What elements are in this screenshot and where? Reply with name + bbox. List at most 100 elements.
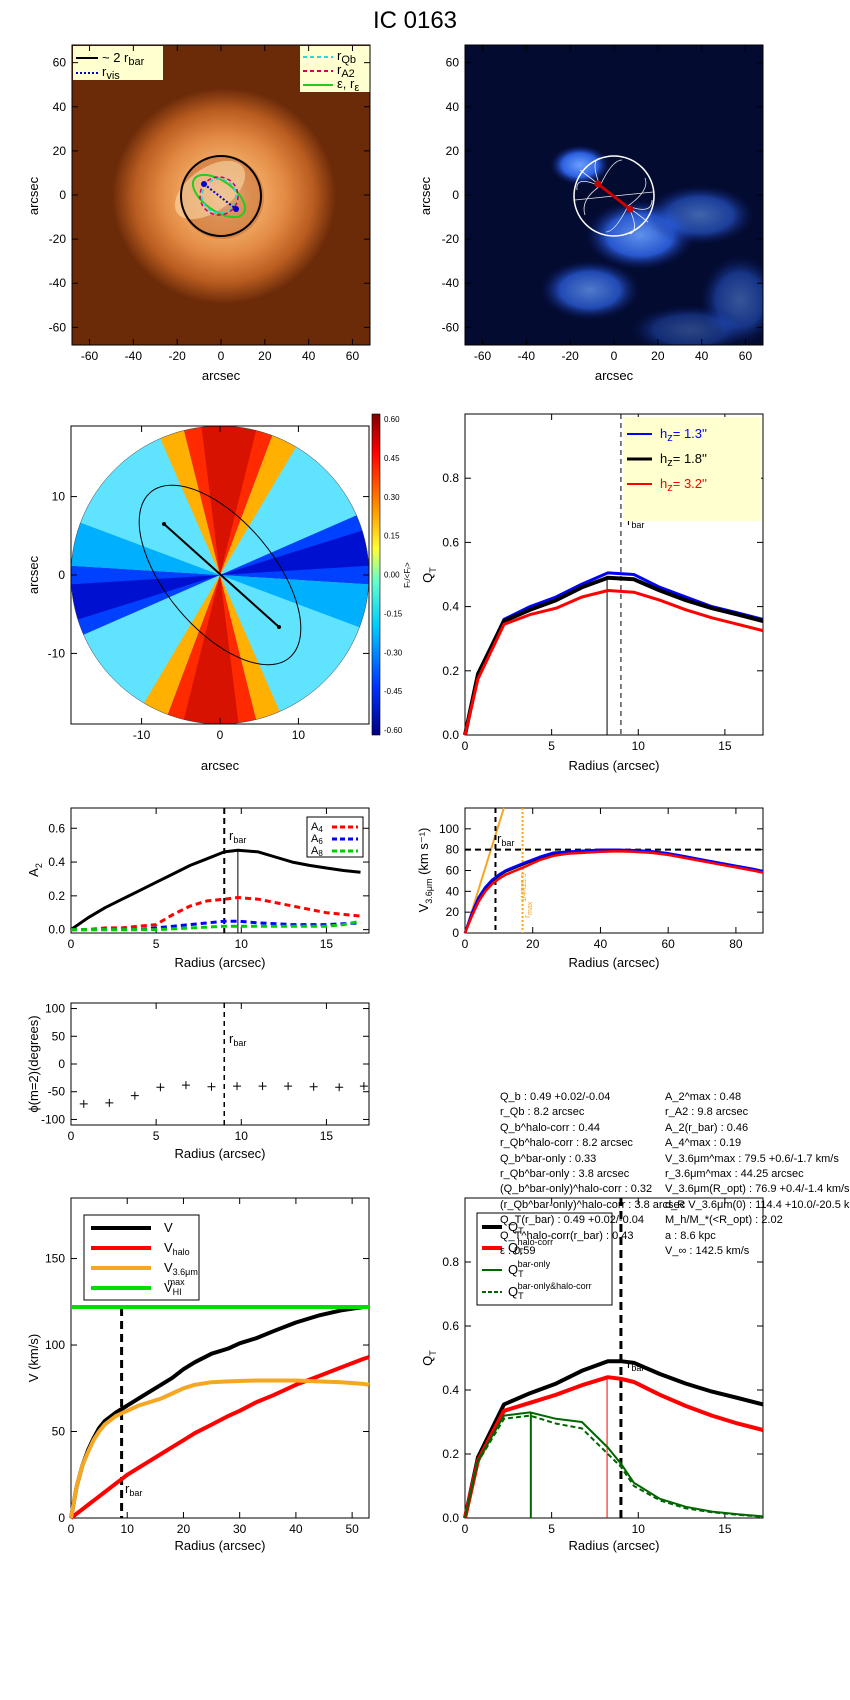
panel-3-axes: -10 0 10 -10 0 10 arcsec arcsec: [26, 425, 370, 773]
x-tick-label: 20: [526, 937, 540, 951]
y-axis-label: QT: [420, 1350, 438, 1366]
y-tick-label: 60: [53, 56, 67, 70]
y-tick-label: -60: [442, 320, 460, 334]
y-tick-label: 0.4: [442, 1383, 459, 1397]
panel-qt-corrections: 0 5 10 15 0.0 0.2 0.4 0.6 0.8 rbar Radius (arcsec)…: [420, 1197, 764, 1553]
rbar-label: rbar: [125, 1481, 142, 1498]
legend-right: rQb rA2 ε, rε: [300, 46, 370, 94]
param-row: Q_T^halo-corr(r_bar) : 0.43: [500, 1229, 634, 1242]
y-tick-label: -50: [48, 1085, 66, 1099]
param-row: V_∞ : 142.5 km/s: [665, 1245, 750, 1258]
y-tick-label: 0.0: [442, 1511, 459, 1525]
panel-rotation-curve: 0 20 40 60 80 0 20 40 60 80 100 rbar rmax1/4R25.5 Rad…: [416, 807, 764, 970]
axes-frame: [464, 1197, 764, 1519]
y-axis-label: arcsec: [26, 176, 41, 215]
y-tick-label: 150: [45, 1252, 65, 1266]
y-tick-label: 100: [439, 822, 459, 836]
panel-force-ratio-map: 0.60 0.45 0.30 0.15 0.00 -0.15 -0.30 -0.45 -0.60…: [70, 413, 412, 736]
param-row: V_3.6μm^max : 79.5 +0.6/-1.7 km/s: [665, 1152, 839, 1165]
amp-line-0: [70, 848, 361, 931]
param-row: V_3.6μm(R_opt) : 76.9 +0.4/-1.4 km/s: [665, 1183, 850, 1196]
param-row: (r_Qb^bar-only)^halo-corr : 3.8 arcsec: [500, 1198, 686, 1211]
y-tick-label: -20: [49, 232, 67, 246]
svg-text:A8: A8: [311, 845, 323, 858]
x-tick-label: 10: [235, 1129, 249, 1143]
parameter-table: Q_b : 0.49 +0.02/-0.04 r_Qb : 8.2 arcsec Q…: [500, 1090, 850, 1260]
svg-text:hz= 1.8'': hz= 1.8'': [660, 451, 707, 469]
x-tick-label: 10: [632, 1522, 646, 1536]
p10-legend: QT QThalo-corr QTbar-only QTbar-only&hal…: [476, 1212, 613, 1306]
svg-text:rA2: rA2: [337, 62, 355, 80]
y-tick-label: 0: [452, 926, 459, 940]
amp-line-1: [71, 896, 361, 932]
x-axis-label: Radius (arcsec): [174, 1146, 265, 1161]
x-tick-label: 40: [302, 349, 316, 363]
svg-text:hz= 3.2'': hz= 3.2'': [660, 476, 707, 494]
x-tick-label: 5: [548, 1522, 555, 1536]
y-tick-label: -60: [49, 320, 67, 334]
param-row: M_h/M_*(<R_opt) : 2.02: [665, 1214, 783, 1227]
svg-text:~ 2 rbar: ~ 2 rbar: [102, 50, 145, 68]
param-row: a : 8.6 kpc: [665, 1229, 716, 1242]
y-tick-label: 60: [446, 864, 460, 878]
colorbar-tick-label: 0.00: [384, 571, 400, 580]
velocity-line-2: [69, 1378, 370, 1519]
colorbar-tick-label: 0.30: [384, 493, 400, 502]
y-tick-label: -40: [442, 276, 460, 290]
param-row: Q_b^bar-only : 0.33: [500, 1152, 597, 1165]
svg-text:ε, rε: ε, rε: [337, 76, 359, 94]
x-tick-label: 10: [235, 937, 249, 951]
y-tick-label: 0.6: [48, 821, 65, 835]
y-tick-label: -20: [442, 232, 460, 246]
param-row: d_R V_3.6μm(0) : 114.4 +10.0/-20.5 km/s/…: [665, 1198, 850, 1211]
svg-text:Vhalo: Vhalo: [164, 1240, 190, 1257]
colorbar-tick-label: -0.30: [384, 648, 403, 657]
x-axis-label: Radius (arcsec): [568, 1538, 659, 1553]
x-tick-label: 5: [153, 937, 160, 951]
x-tick-label: -40: [125, 349, 143, 363]
phase-point: [207, 1082, 216, 1091]
p5-legend: A4 A6 A8: [306, 816, 364, 858]
svg-text:QTbar-only&halo-corr: QTbar-only&halo-corr: [508, 1281, 592, 1301]
colorbar-ticks: 0.60 0.45 0.30 0.15 0.00 -0.15 -0.30 -0.45 -0.60: [384, 415, 403, 735]
colorbar-tick-label: -0.45: [384, 687, 403, 696]
y-tick-label: 0: [59, 188, 66, 202]
x-tick-label: -10: [133, 728, 151, 742]
y-tick-label: 100: [45, 1338, 65, 1352]
y-tick-label: 0: [58, 568, 65, 582]
qt-corr-line-0: [463, 1359, 764, 1519]
x-tick-label: 0: [218, 349, 225, 363]
y-tick-label: 0.2: [48, 889, 65, 903]
param-row: r_A2 : 9.8 arcsec: [665, 1106, 749, 1119]
y-tick-label: 20: [446, 905, 460, 919]
x-tick-label: 60: [346, 349, 360, 363]
axes-frame: [70, 1002, 370, 1126]
y-tick-label: 0.6: [442, 1319, 459, 1333]
x-tick-label: 0: [462, 1522, 469, 1536]
y-tick-label: -40: [49, 276, 67, 290]
x-tick-label: 10: [292, 728, 306, 742]
rbar-label: rbar: [229, 1031, 246, 1048]
x-tick-label: 0: [217, 728, 224, 742]
x-tick-label: -20: [562, 349, 580, 363]
x-axis-label: Radius (arcsec): [568, 955, 659, 970]
legend-left: ~ 2 rbar rvis: [73, 46, 163, 82]
y-tick-label: 0.4: [442, 600, 459, 614]
y-tick-label: 0.2: [442, 1447, 459, 1461]
qt-corr-line-3: [464, 1414, 764, 1519]
x-tick-label: 50: [345, 1522, 359, 1536]
rbar-label: rbar: [497, 831, 514, 848]
x-tick-label: -60: [81, 349, 99, 363]
amp-line-3: [71, 919, 361, 932]
x-tick-label: -60: [474, 349, 492, 363]
y-axis-label: V (km/s): [26, 1334, 41, 1382]
y-tick-label: 20: [53, 144, 67, 158]
y-axis-label: QT: [420, 567, 438, 583]
phase-point: [105, 1098, 114, 1107]
qt-corr-line-1: [463, 1375, 764, 1519]
panel-image-blue: [465, 45, 763, 345]
x-tick-label: -40: [518, 349, 536, 363]
y-tick-label: 50: [52, 1425, 66, 1439]
colorbar-label: Fₜ/<Fᵣ>: [403, 562, 412, 588]
